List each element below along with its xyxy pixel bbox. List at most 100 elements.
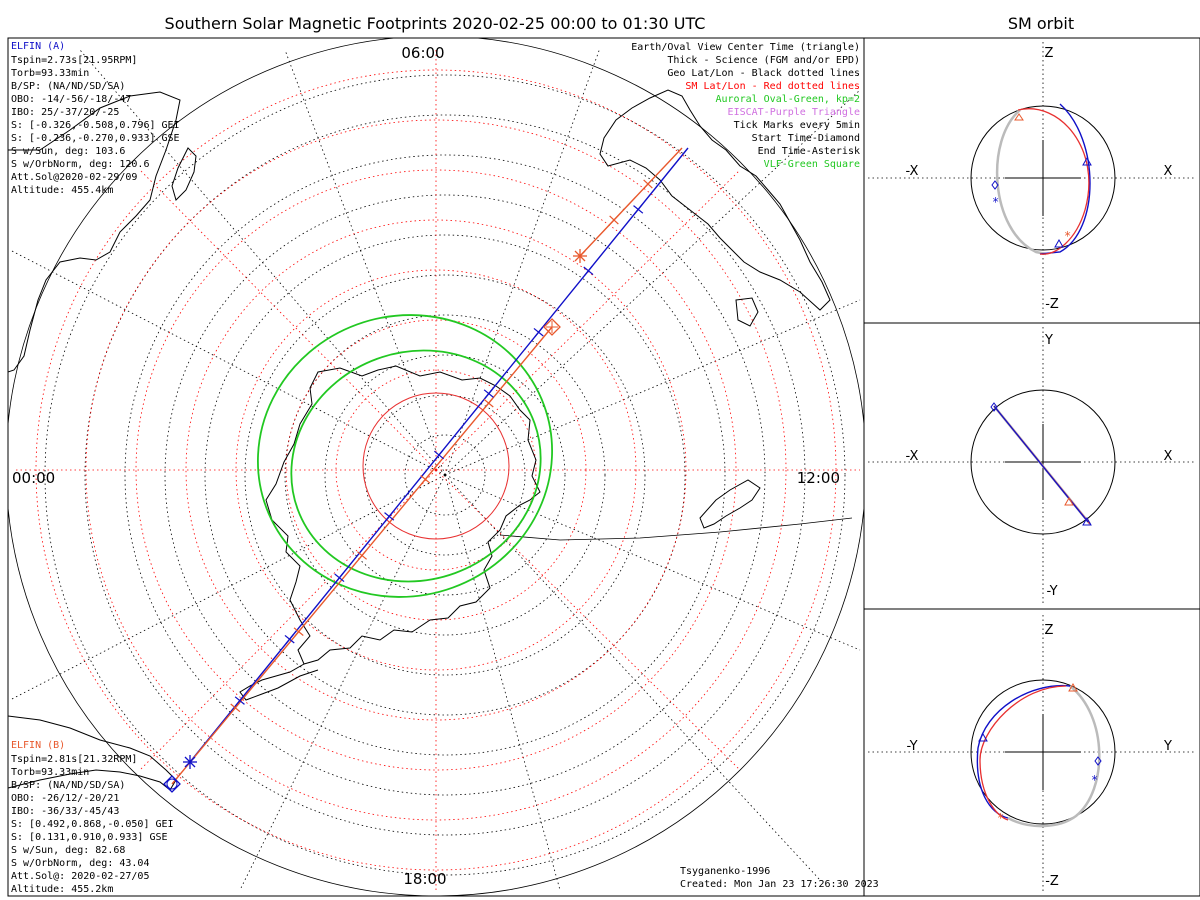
legend-item: Earth/Oval View Center Time (triangle): [631, 42, 860, 53]
probe-a-line: Att.Sol@2020-02-29/09: [11, 172, 137, 183]
orbit-axis-label: X: [1164, 164, 1173, 179]
orbit-axis-label: -Z: [1045, 297, 1059, 312]
antarctica-coastline: [265, 365, 541, 665]
time-label-top: 06:00: [401, 44, 444, 62]
probe-a-line: Altitude: 455.4km: [11, 185, 113, 196]
probe-a-line: B/SP: (NA/ND/SD/SA): [11, 81, 125, 92]
probe-b-line: Att.Sol@: 2020-02-27/05: [11, 871, 149, 882]
tick-mark-a: [335, 572, 344, 583]
legend: Earth/Oval View Center Time (triangle) T…: [631, 42, 860, 170]
new-zealand-coastline: [699, 479, 761, 529]
start-diamond-b: [543, 318, 561, 336]
probe-b-info: ELFIN (B) Tspin=2.81s[21.32RPM] Torb=93.…: [11, 740, 174, 895]
orbit-end-a-1: *: [992, 195, 999, 209]
legend-item: SM Lat/Lon - Red dotted lines: [685, 81, 860, 92]
probe-b-line: IBO: -36/33/-45/43: [11, 806, 119, 817]
orbit-axis-label: Z: [1045, 46, 1054, 61]
geo-lat-circles: [44, 74, 846, 876]
africa-coastline: [8, 91, 181, 373]
tick-mark-a: [584, 265, 593, 276]
start-diamond-a: [163, 775, 181, 793]
polar-map: [8, 38, 864, 896]
tick-mark-b: [643, 179, 653, 189]
tick-mark-a: [384, 511, 394, 522]
probe-b-name: ELFIN (B): [11, 740, 65, 751]
legend-item: Geo Lat/Lon - Black dotted lines: [667, 68, 860, 79]
tick-mark-b: [357, 550, 367, 561]
orbit-axis-label: Y: [1163, 739, 1172, 754]
probe-b-line: S: [0.131,0.910,0.933] GSE: [11, 832, 168, 843]
tick-mark-a: [484, 388, 494, 399]
probe-a-line: Tspin=2.73s[21.95RPM]: [11, 55, 137, 66]
tick-mark-b: [294, 626, 303, 637]
end-asterisk-b: [573, 249, 587, 263]
probe-a-line: S w/Sun, deg: 103.6: [11, 146, 125, 157]
madagascar-coastline: [171, 147, 197, 201]
orbit-panel-title: SM orbit: [1008, 14, 1074, 33]
probe-a-line: S w/OrbNorm, deg: 120.6: [11, 159, 149, 170]
probe-b-line: S: [0.492,0.868,-0.050] GEI: [11, 819, 174, 830]
orbit-end-a-3: *: [1091, 773, 1098, 787]
tick-mark-b: [609, 215, 619, 225]
time-label-bottom: 18:00: [403, 870, 446, 888]
legend-item: Thick - Science (FGM and/or EPD): [667, 55, 860, 66]
orbit-axis-label: -Y: [906, 739, 917, 754]
probe-a-line: Torb=93.33min: [11, 68, 89, 79]
plot-title: Southern Solar Magnetic Footprints 2020-…: [165, 14, 706, 33]
orbit-axis-label: -X: [906, 449, 919, 464]
tick-mark-a: [434, 449, 444, 461]
orbit-axis-label: -Z: [1045, 874, 1059, 889]
orbit-end-b-1: *: [1064, 229, 1071, 243]
probe-a-line: IBO: 25/-37/20/-25: [11, 107, 119, 118]
time-label-right: 12:00: [797, 469, 840, 487]
orbit-panel-yz: * * Z -Z -Y Y: [868, 615, 1196, 893]
legend-item: End Time-Asterisk: [758, 146, 860, 157]
geo-meridians: [9, 47, 861, 891]
orbit-axis-label: Y: [1044, 333, 1053, 348]
probe-b-line: OBO: -26/12/-20/21: [11, 793, 119, 804]
tasmania-coastline: [735, 297, 759, 327]
probe-a-info: ELFIN (A) Tspin=2.73s[21.95RPM] Torb=93.…: [11, 41, 180, 196]
tick-mark-a: [633, 204, 643, 215]
sm-meridians: [15, 50, 860, 890]
time-label-left: 00:00: [12, 469, 55, 487]
track-elfin-b: [171, 147, 683, 785]
tick-mark-a: [534, 327, 543, 338]
created-label: Created: Mon Jan 23 17:26:30 2023: [680, 879, 879, 890]
peninsula-coastline: [239, 663, 319, 701]
orbit-axis-label: Z: [1045, 623, 1054, 638]
ticks-elfin-a: [234, 204, 644, 706]
probe-b-line: Torb=93.33min: [11, 767, 89, 778]
probe-a-name: ELFIN (A): [11, 41, 65, 52]
orbit-panel-xz: * * Z -Z -X X: [868, 42, 1196, 320]
probe-a-line: S: [-0.326,-0.508,0.796] GEI: [11, 120, 180, 131]
ticks-elfin-b: [230, 179, 653, 713]
south-america-coastline: [8, 715, 177, 791]
legend-item: VLF-Green Square: [764, 159, 860, 170]
probe-b-line: S w/OrbNorm, deg: 43.04: [11, 858, 149, 869]
probe-a-line: S: [-0.236,-0.270,0.933] GSE: [11, 133, 180, 144]
tick-mark-a: [235, 695, 245, 706]
australia-coastline: [599, 89, 831, 311]
legend-item: EISCAT-Purple Triangle: [728, 107, 860, 118]
sm-polar-circle: [362, 392, 510, 540]
legend-item: Start Time-Diamond: [752, 133, 860, 144]
orbit-end-b-3: *: [997, 811, 1004, 825]
orbit-axis-label: -X: [906, 164, 919, 179]
legend-item: Tick Marks every 5min: [734, 120, 860, 131]
probe-b-line: B/SP: (NA/ND/SD/SA): [11, 780, 125, 791]
tick-mark-a: [285, 634, 294, 645]
orbit-axis-label: -Y: [1046, 584, 1057, 599]
tick-mark-b: [421, 474, 430, 485]
model-label: Tsyganenko-1996: [680, 866, 770, 877]
auroral-oval-inner: [290, 349, 542, 583]
end-asterisk-a: [183, 755, 197, 769]
orbit-axis-label: X: [1164, 449, 1173, 464]
probe-b-line: S w/Sun, deg: 82.68: [11, 845, 125, 856]
auroral-oval-outer: [257, 314, 553, 598]
probe-b-line: Tspin=2.81s[21.32RPM]: [11, 754, 137, 765]
orbit-frame: [863, 37, 1200, 897]
probe-a-line: OBO: -14/-56/-18/-47: [11, 94, 131, 105]
probe-b-line: Altitude: 455.2km: [11, 884, 113, 895]
